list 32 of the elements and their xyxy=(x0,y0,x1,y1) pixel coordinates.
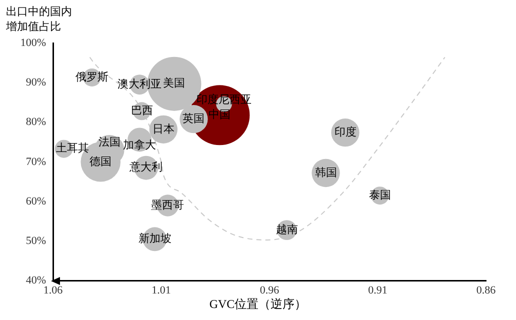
y-tick-label: 70% xyxy=(26,156,46,168)
series-label: 英国 xyxy=(182,112,205,125)
series-label: 韩国 xyxy=(314,166,337,179)
series-label: 俄罗斯 xyxy=(75,70,108,84)
y-tick-label: 100% xyxy=(20,36,46,49)
series-label: 美国 xyxy=(163,76,186,90)
series-label: 日本 xyxy=(152,122,174,136)
series-label: 越南 xyxy=(276,222,298,236)
x-tick-label: 0.96 xyxy=(260,284,280,296)
x-tick-label: 0.91 xyxy=(368,284,388,296)
y-tick-label: 60% xyxy=(26,195,46,208)
series-label: 泰国 xyxy=(368,188,391,202)
y-axis-title: 出口中的国内增加值占比 xyxy=(6,4,73,34)
series-label: 中国 xyxy=(208,108,231,121)
x-tick-label: 0.86 xyxy=(476,284,496,296)
series-label: 澳大利亚 xyxy=(118,77,162,90)
x-tick-label: 1.01 xyxy=(152,284,171,296)
y-tick-label: 50% xyxy=(26,235,46,248)
series-label: 巴西 xyxy=(130,104,153,118)
y-tick-label: 40% xyxy=(26,274,46,287)
x-tick-label: 1.06 xyxy=(43,284,64,296)
series-label: 意大利 xyxy=(128,160,163,174)
series-label: 德国 xyxy=(90,154,112,168)
series-label: 印度 xyxy=(334,125,356,138)
series-label: 加拿大 xyxy=(123,138,156,152)
series-label: 法国 xyxy=(98,135,120,148)
series-label: 墨西哥 xyxy=(151,198,184,212)
y-tick-label: 80% xyxy=(26,116,46,128)
series-label: 土耳其 xyxy=(56,142,89,155)
series-label: 新加坡 xyxy=(138,232,172,246)
y-tick-label: 90% xyxy=(26,76,46,89)
x-axis-title: GVC位置（逆序） xyxy=(208,296,308,313)
